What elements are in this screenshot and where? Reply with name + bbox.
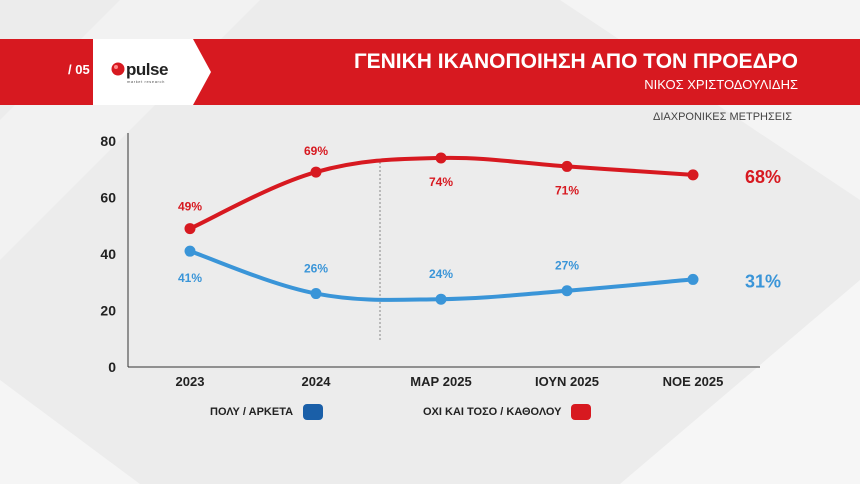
pulse-logo-icon	[111, 62, 125, 76]
data-point	[184, 223, 196, 235]
data-label: 49%	[178, 200, 202, 214]
legend-swatch-red	[571, 404, 592, 420]
y-tick-label: 20	[100, 303, 116, 319]
data-point	[687, 169, 699, 181]
x-tick-label: 2024	[302, 374, 332, 389]
logo-text: pulse	[126, 60, 168, 79]
data-point	[435, 293, 447, 305]
y-tick-label: 80	[100, 133, 116, 149]
legend-item-red: ΟΧΙ ΚΑΙ ΤΟΣΟ / ΚΑΘΟΛΟΥ	[423, 404, 592, 420]
data-label: 31%	[745, 271, 781, 291]
data-label: 69%	[304, 144, 328, 158]
y-tick-label: 40	[100, 246, 116, 262]
logo-subtext: market research	[127, 79, 165, 84]
data-point	[310, 288, 322, 300]
data-point	[561, 160, 573, 172]
legend-item-blue: ΠΟΛΥ / ΑΡΚΕΤΑ	[210, 404, 324, 420]
data-label: 74%	[429, 175, 453, 189]
data-point	[561, 285, 573, 297]
page-subtitle: ΝΙΚΟΣ ΧΡΙΣΤΟΔΟΥΛΙΔΗΣ	[644, 77, 798, 92]
logo-panel	[93, 39, 211, 105]
data-point	[184, 245, 196, 257]
legend-label-blue: ΠΟΛΥ / ΑΡΚΕΤΑ	[210, 406, 294, 418]
page-number: / 05	[68, 62, 90, 77]
legend-swatch-blue	[303, 404, 324, 420]
data-label: 68%	[745, 167, 781, 187]
data-label: 24%	[429, 267, 453, 281]
data-point	[687, 273, 699, 285]
legend-label-red: ΟΧΙ ΚΑΙ ΤΟΣΟ / ΚΑΘΟΛΟΥ	[423, 406, 562, 418]
x-tick-label: ΙΟΥΝ 2025	[535, 374, 599, 389]
x-tick-label: 2023	[176, 374, 205, 389]
y-tick-label: 60	[100, 190, 116, 206]
data-label: 26%	[304, 262, 328, 276]
page-title: ΓΕΝΙΚΗ ΙΚΑΝΟΠΟΙΗΣΗ ΑΠΟ ΤΟΝ ΠΡΟΕΔΡΟ	[353, 50, 798, 73]
x-tick-label: ΜΑΡ 2025	[410, 374, 471, 389]
x-tick-label: ΝΟΕ 2025	[663, 374, 724, 389]
data-point	[435, 152, 447, 164]
data-label: 41%	[178, 271, 202, 285]
data-label: 71%	[555, 183, 579, 197]
y-tick-label: 0	[108, 359, 116, 375]
series-line-1	[188, 155, 695, 231]
data-label: 27%	[555, 259, 579, 273]
data-point	[310, 166, 322, 178]
chart-note: ΔΙΑΧΡΟΝΙΚΕΣ ΜΕΤΡΗΣΕΙΣ	[653, 111, 792, 123]
